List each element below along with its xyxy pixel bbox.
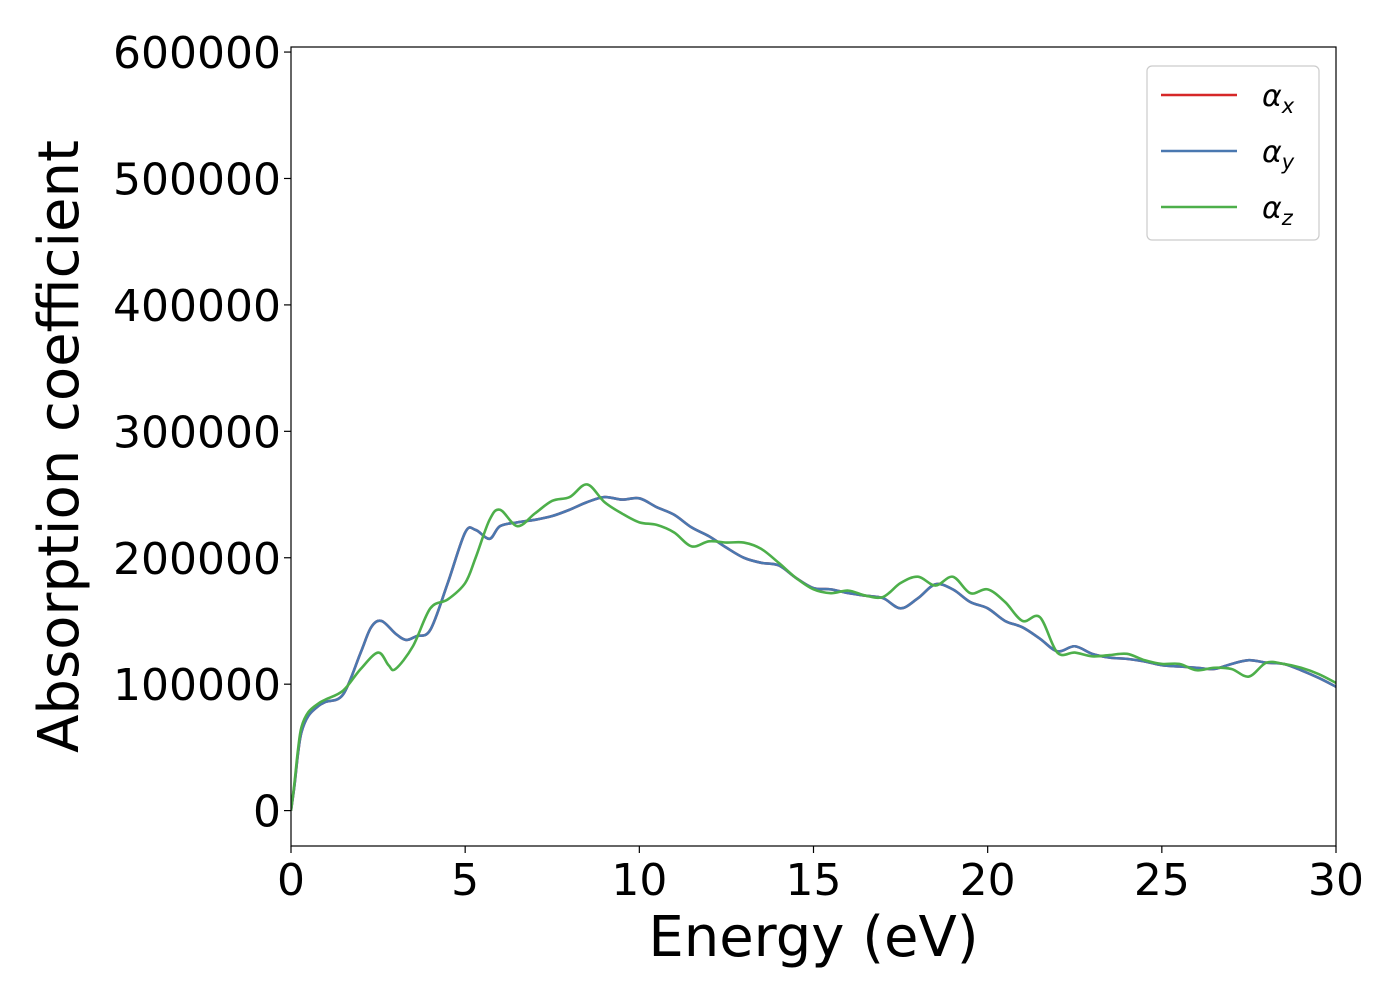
legend-entry-z: αz <box>1262 191 1294 230</box>
x-axis: 0 5 10 15 20 25 30 <box>277 846 1364 906</box>
x-tick-label: 10 <box>611 855 667 906</box>
x-tick-label: 30 <box>1308 855 1364 906</box>
y-tick-label: 400000 <box>113 281 281 332</box>
y-tick-label: 100000 <box>113 660 281 711</box>
series-line-y <box>291 495 1336 811</box>
series-line-z <box>291 483 1336 811</box>
y-tick-label: 0 <box>253 787 281 838</box>
y-axis-title: Absorption coefficient <box>27 140 92 753</box>
y-tick-label: 200000 <box>113 534 281 585</box>
y-axis: 0 100000 200000 300000 400000 500000 600000 <box>113 28 291 838</box>
legend-box <box>1146 65 1320 241</box>
series-layer <box>291 483 1336 811</box>
y-tick-label: 600000 <box>113 28 281 79</box>
x-axis-title: Energy (eV) <box>648 905 978 970</box>
legend-entry-y: αy <box>1262 135 1295 174</box>
y-tick-label: 300000 <box>113 407 281 458</box>
y-tick-label: 500000 <box>113 154 281 205</box>
x-tick-label: 5 <box>451 855 479 906</box>
x-tick-label: 25 <box>1134 855 1190 906</box>
legend: αx αy αz <box>1146 65 1320 241</box>
legend-entry-x: αx <box>1262 79 1295 118</box>
series-line-x <box>291 495 1336 811</box>
x-tick-label: 20 <box>960 855 1016 906</box>
x-tick-label: 15 <box>786 855 842 906</box>
x-tick-label: 0 <box>277 855 305 906</box>
